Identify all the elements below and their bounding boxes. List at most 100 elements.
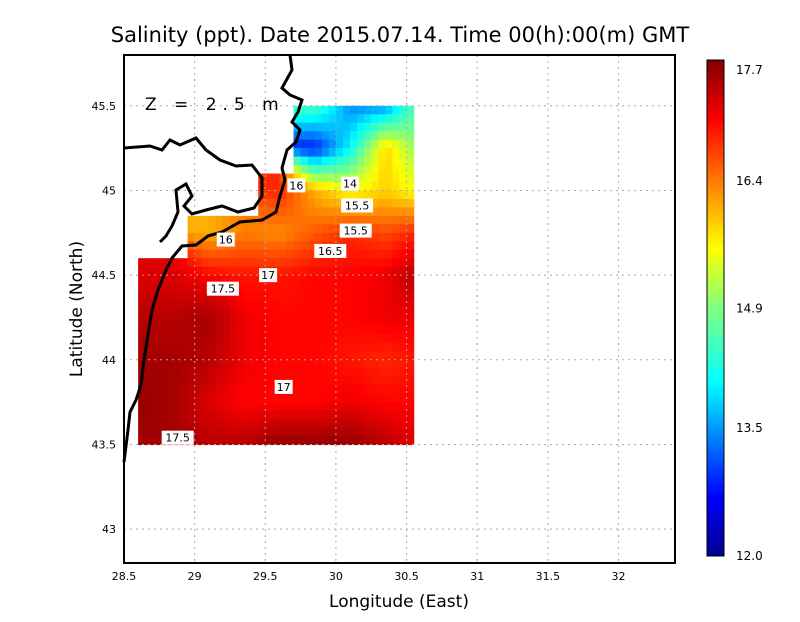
heatmap-cell bbox=[307, 410, 316, 420]
heatmap-cell bbox=[293, 224, 302, 234]
heatmap-cell bbox=[215, 436, 224, 446]
heatmap-cell bbox=[328, 131, 337, 141]
heatmap-cell bbox=[293, 156, 302, 166]
heatmap-cell bbox=[321, 114, 330, 124]
heatmap-cell bbox=[385, 385, 394, 395]
heatmap-cell bbox=[371, 402, 379, 412]
heatmap-cell bbox=[300, 139, 309, 149]
heatmap-cell bbox=[286, 317, 295, 327]
heatmap-cell bbox=[293, 402, 302, 412]
heatmap-cell bbox=[378, 436, 386, 446]
heatmap-cell bbox=[364, 131, 372, 141]
heatmap-cell bbox=[258, 368, 266, 378]
heatmap-cell bbox=[222, 436, 231, 446]
heatmap-cell bbox=[307, 131, 316, 141]
heatmap-cell bbox=[152, 283, 160, 293]
heatmap-cell bbox=[350, 131, 358, 141]
heatmap-cell bbox=[229, 359, 238, 369]
heatmap-cell bbox=[364, 165, 372, 175]
heatmap-cell bbox=[229, 402, 238, 412]
heatmap-cell bbox=[138, 283, 146, 293]
heatmap-cell bbox=[371, 114, 379, 124]
heatmap-cell bbox=[201, 325, 210, 335]
heatmap-cell bbox=[328, 266, 337, 276]
heatmap-cell bbox=[399, 241, 408, 251]
heatmap-cell bbox=[194, 419, 203, 429]
heatmap-cell bbox=[335, 351, 344, 361]
heatmap-cell bbox=[152, 419, 160, 429]
heatmap-cell bbox=[201, 266, 210, 276]
heatmap-cell bbox=[201, 317, 210, 327]
heatmap-cell bbox=[215, 385, 224, 395]
x-tick-label: 31.5 bbox=[536, 570, 561, 583]
heatmap-cell bbox=[300, 190, 309, 200]
heatmap-cell bbox=[328, 309, 337, 319]
heatmap-cell bbox=[378, 156, 386, 166]
heatmap-cell bbox=[406, 300, 415, 310]
heatmap-cell bbox=[314, 292, 323, 302]
heatmap-cell bbox=[272, 436, 281, 446]
heatmap-cell bbox=[300, 156, 309, 166]
heatmap-cell bbox=[342, 317, 351, 327]
heatmap-cell bbox=[406, 114, 415, 124]
heatmap-cell bbox=[328, 419, 337, 429]
heatmap-cell bbox=[244, 393, 252, 403]
heatmap-cell bbox=[321, 122, 330, 132]
heatmap-cell bbox=[194, 258, 203, 268]
heatmap-cell bbox=[293, 249, 302, 259]
heatmap-cell bbox=[335, 215, 344, 225]
heatmap-cell bbox=[328, 325, 337, 335]
heatmap-cell bbox=[335, 105, 344, 115]
heatmap-cell bbox=[244, 376, 252, 386]
heatmap-cell bbox=[272, 292, 281, 302]
heatmap-cell bbox=[279, 207, 288, 217]
heatmap-cell bbox=[180, 359, 189, 369]
heatmap-cell bbox=[314, 156, 323, 166]
heatmap-cell bbox=[138, 419, 146, 429]
heatmap-cell bbox=[145, 436, 153, 446]
heatmap-cell bbox=[145, 402, 153, 412]
heatmap-cell bbox=[145, 419, 153, 429]
heatmap-cell bbox=[371, 156, 379, 166]
heatmap-cell bbox=[328, 436, 337, 446]
heatmap-cell bbox=[222, 249, 231, 259]
heatmap-cell bbox=[222, 376, 231, 386]
heatmap-cell bbox=[371, 190, 379, 200]
heatmap-cell bbox=[307, 325, 316, 335]
heatmap-cell bbox=[328, 393, 337, 403]
heatmap-cell bbox=[201, 241, 210, 251]
heatmap-cell bbox=[279, 325, 288, 335]
heatmap-cell bbox=[244, 342, 252, 352]
heatmap-cell bbox=[145, 351, 153, 361]
heatmap-cell bbox=[399, 139, 408, 149]
heatmap-cell bbox=[307, 148, 316, 158]
heatmap-cell bbox=[152, 410, 160, 420]
heatmap-cell bbox=[265, 283, 273, 293]
heatmap-cell bbox=[399, 131, 408, 141]
heatmap-cell bbox=[328, 334, 337, 344]
heatmap-cell bbox=[328, 317, 337, 327]
heatmap-cell bbox=[237, 334, 245, 344]
heatmap-cell bbox=[265, 215, 273, 225]
heatmap-cell bbox=[378, 427, 386, 437]
heatmap-cell bbox=[279, 342, 288, 352]
heatmap-cell bbox=[229, 342, 238, 352]
heatmap-cell bbox=[350, 156, 358, 166]
heatmap-cell bbox=[378, 241, 386, 251]
heatmap-cell bbox=[321, 427, 330, 437]
heatmap-cell bbox=[321, 419, 330, 429]
heatmap-cell bbox=[314, 266, 323, 276]
heatmap-cell bbox=[222, 215, 231, 225]
heatmap-cell bbox=[350, 342, 358, 352]
heatmap-cell bbox=[314, 232, 323, 242]
heatmap-cell bbox=[307, 224, 316, 234]
heatmap-cell bbox=[180, 325, 189, 335]
heatmap-cell bbox=[357, 309, 365, 319]
heatmap-cell bbox=[350, 114, 358, 124]
heatmap-cell bbox=[272, 215, 281, 225]
heatmap-cell bbox=[364, 342, 372, 352]
heatmap-cell bbox=[350, 139, 358, 149]
heatmap-cell bbox=[385, 215, 394, 225]
heatmap-cell bbox=[265, 359, 273, 369]
heatmap-cell bbox=[286, 258, 295, 268]
